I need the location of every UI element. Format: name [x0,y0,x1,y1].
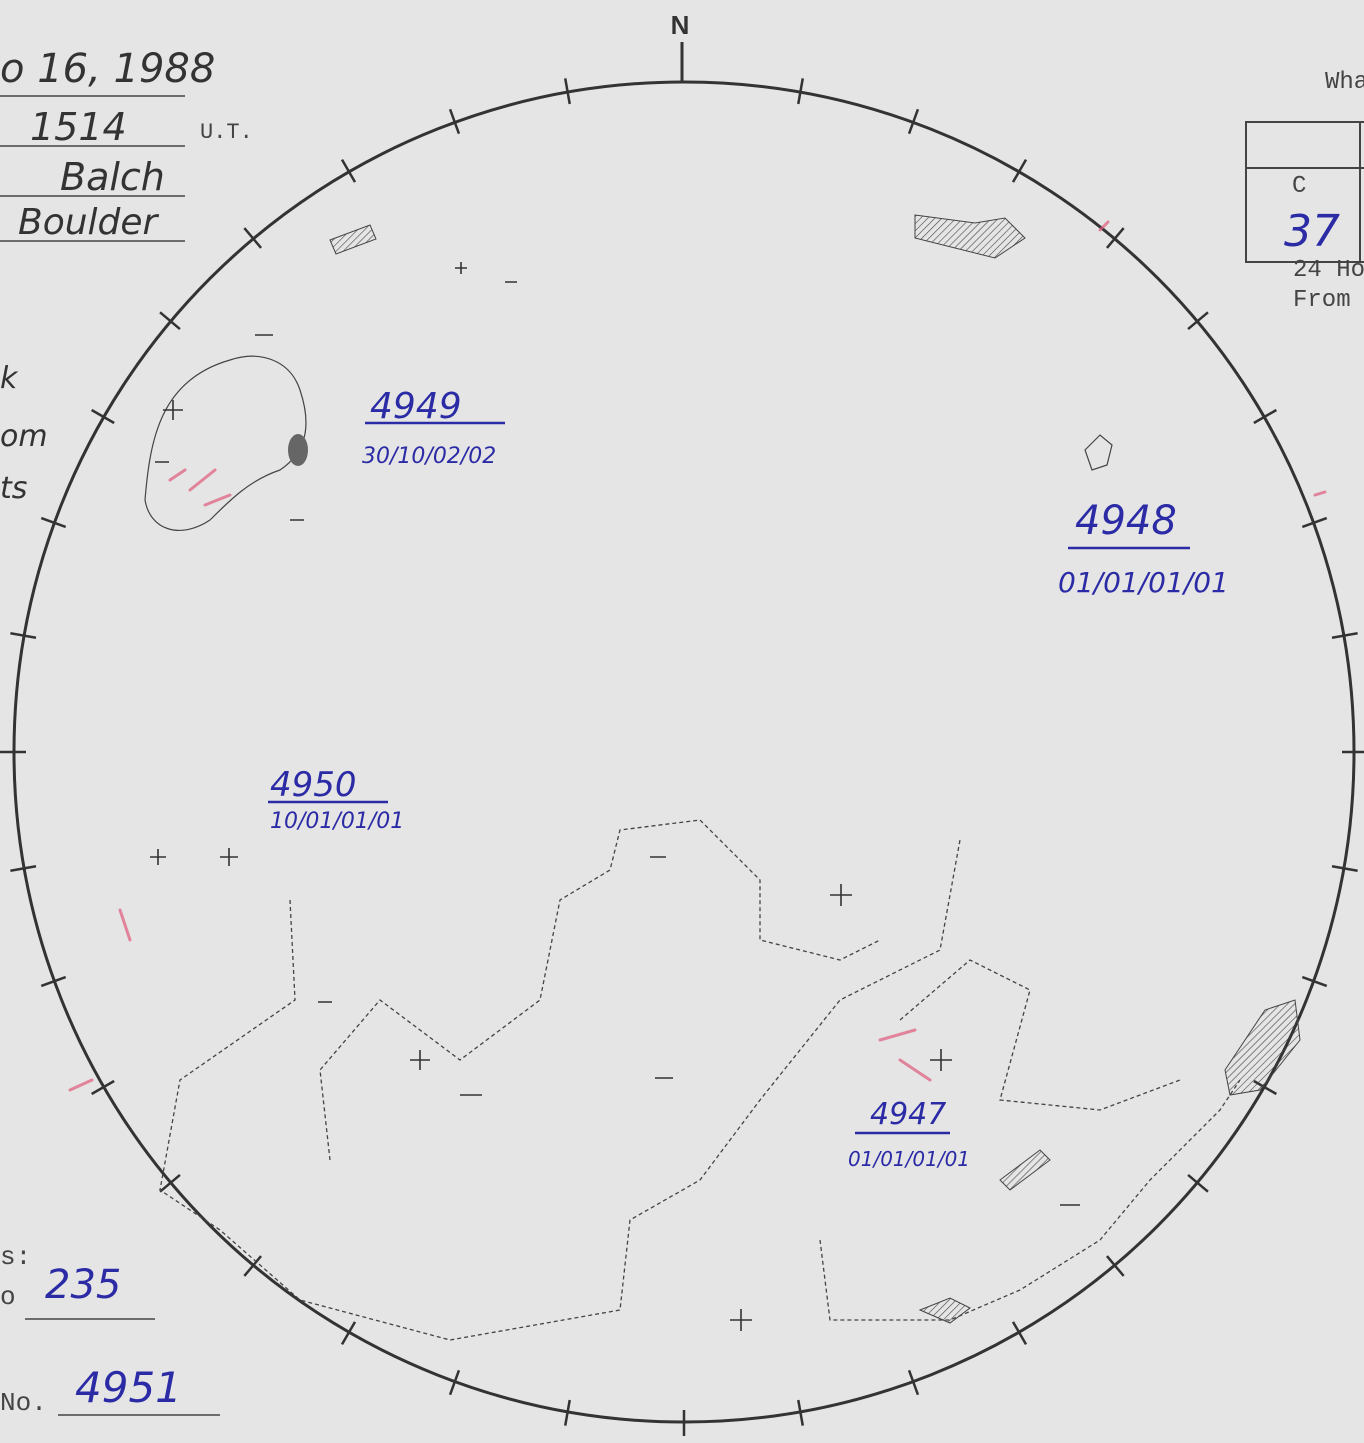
disk-tick [797,78,805,105]
disk-tick [1301,516,1328,529]
table-header: C [1292,173,1306,200]
disk-tick [448,1369,461,1396]
disk-tick [1011,1321,1028,1345]
disk-tick [91,1079,115,1096]
time-unit: U.T. [200,120,253,145]
disk-tick [1187,1173,1209,1193]
region-number: 4950 [270,765,357,805]
disk-tick [1253,408,1277,425]
disk-tick [40,975,67,988]
disk-tick [1187,311,1209,331]
polarity-marks [150,262,1080,1331]
number-label: No. [0,1388,47,1418]
disk-tick [907,1369,920,1396]
disk-tick [1011,159,1028,183]
table-value: 37 [1284,206,1340,257]
disk-tick [563,1399,571,1426]
note: 24 Ho [1293,257,1364,284]
region-code: 01/01/01/01 [1058,566,1229,599]
region-code: 10/01/01/01 [270,809,404,834]
disk-tick [1331,865,1358,873]
disk-tick [243,1255,263,1277]
disk-tick [91,408,115,425]
disk-tick [340,159,357,183]
left-note: ts [0,471,27,506]
disk-tick [1105,1255,1125,1277]
region-number: 4949 [370,386,462,427]
date: o 16, 1988 [0,46,215,92]
disk-tick [159,1173,181,1193]
region-code: 01/01/01/01 [848,1147,970,1171]
observer: Balch [60,155,165,199]
sunspot-sketches [68,214,1327,1341]
disk-tick [243,227,263,249]
time: 1514 [30,105,127,149]
disk-tick [1301,975,1328,988]
footer-sublabel: o [0,1282,16,1312]
heading: Wha [1325,69,1364,96]
disk-tick [1331,631,1358,639]
disk-tick [10,631,37,639]
disk-tick [907,108,920,135]
disk-tick [797,1399,805,1426]
disk-tick [159,311,181,331]
left-note: k [0,361,19,396]
north-label: N [671,10,690,40]
footer-value: 235 [45,1262,121,1308]
disk-tick [40,516,67,529]
disk-tick [340,1321,357,1345]
disk-tick [1105,227,1125,249]
region-code: 30/10/02/02 [362,444,496,469]
location: Boulder [18,202,160,243]
note: From [1293,287,1351,314]
region-number: 4948 [1075,498,1177,544]
footer-label: s: [0,1242,31,1272]
disk-tick [563,78,571,105]
disk-tick [10,865,37,873]
solar-disk [12,80,1356,1424]
count-table [1245,121,1364,263]
left-note: om [0,419,48,454]
drawing-number: 4951 [75,1363,182,1412]
disk-tick [448,108,461,135]
region-number: 4947 [870,1097,946,1132]
